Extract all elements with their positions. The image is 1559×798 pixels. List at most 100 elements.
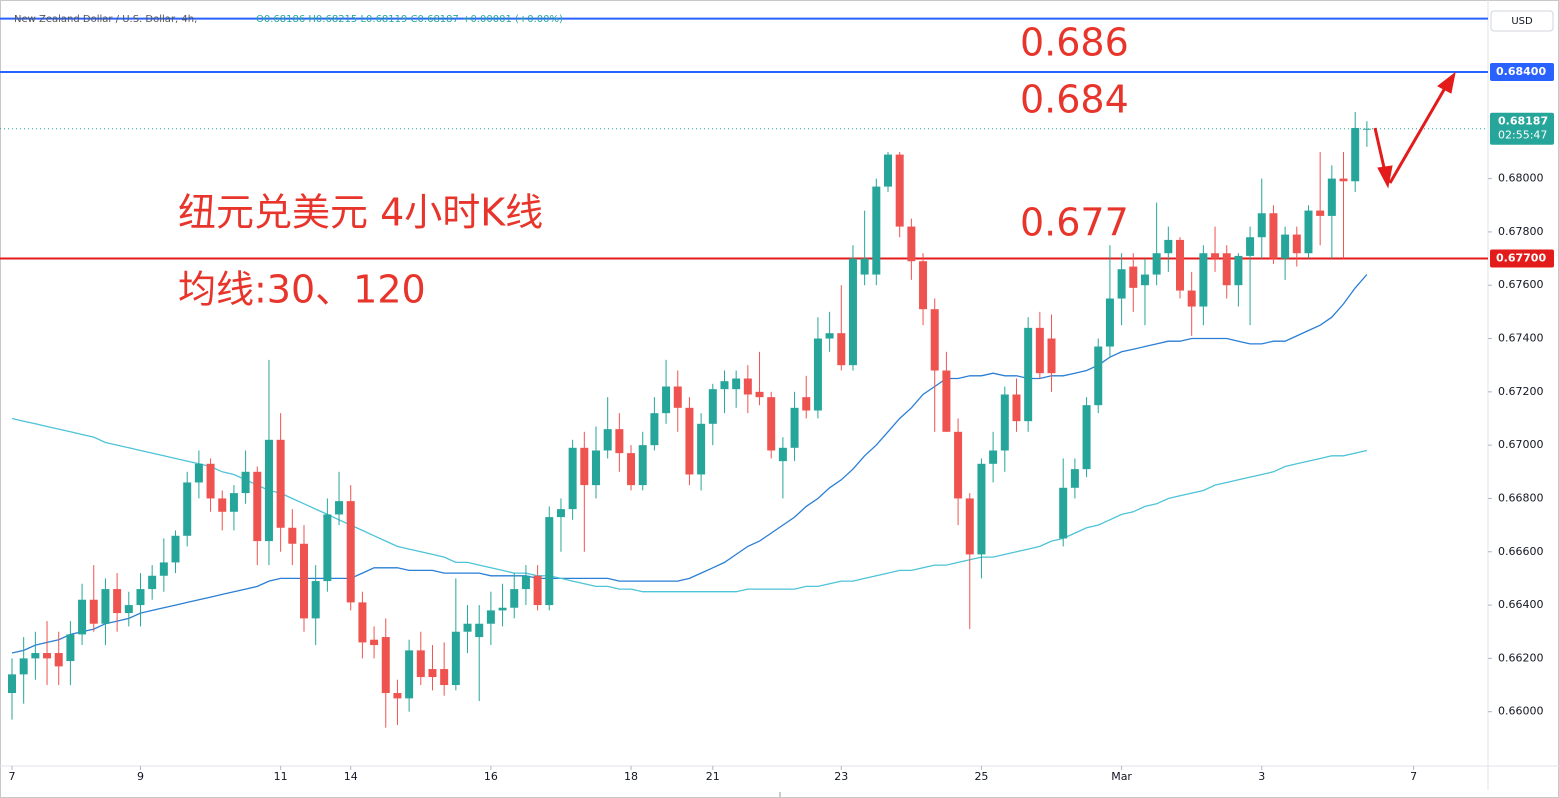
- candle-body: [1304, 210, 1313, 254]
- candle-body: [638, 445, 647, 486]
- candle-body: [183, 482, 192, 536]
- candle-body: [895, 154, 904, 227]
- x-tick-label: 23: [834, 770, 848, 783]
- candle-body: [1140, 274, 1149, 286]
- candle-body: [253, 471, 262, 542]
- candle-body: [954, 431, 963, 499]
- candle-body: [1000, 394, 1009, 451]
- y-tick-label: 0.67200: [1498, 385, 1544, 398]
- candle-body: [1187, 290, 1196, 307]
- x-tick-label: 7: [1410, 770, 1417, 783]
- candle-body: [393, 693, 402, 699]
- candle-body: [89, 599, 98, 624]
- y-tick-label: 0.66600: [1498, 545, 1544, 558]
- plot-area: 0.66000 0.66200 0.66400 0.66600 0.66800 0.670…: [0, 17, 1554, 783]
- candle-body: [884, 154, 892, 187]
- candle-body: [148, 575, 157, 590]
- candle-body: [136, 589, 145, 606]
- candle-body: [1024, 327, 1033, 422]
- candle-body: [498, 607, 507, 611]
- x-tick-label: Mar: [1111, 770, 1132, 783]
- y-tick-label: 0.66800: [1498, 491, 1544, 504]
- candle-body: [592, 450, 600, 486]
- y-tick-label: 0.66200: [1498, 651, 1544, 664]
- candle-body: [264, 439, 273, 542]
- candle-body: [1164, 239, 1173, 254]
- candle-body: [521, 575, 530, 590]
- candle-body: [1117, 269, 1126, 299]
- countdown-timer: 02:55:47: [1498, 129, 1547, 142]
- candle-body: [451, 631, 460, 686]
- candle-body: [802, 397, 811, 411]
- arrows: [1373, 71, 1456, 189]
- x-tick-label: 11: [274, 770, 288, 783]
- candle-body: [778, 447, 787, 462]
- candle-body: [708, 389, 717, 424]
- x-tick-label: 9: [137, 770, 144, 783]
- candle-body: [416, 650, 425, 678]
- candle-body: [1257, 213, 1266, 238]
- candle-body: [1105, 298, 1114, 347]
- x-tick-label: 3: [1258, 770, 1265, 783]
- y-tick-label: 0.67600: [1498, 278, 1544, 291]
- candle-body: [1152, 253, 1161, 275]
- last-price-label: 0.68187: [1498, 115, 1548, 128]
- candle-body: [510, 589, 519, 608]
- candle-body: [1035, 327, 1044, 374]
- annotation-subtitle: 均线:30、120: [178, 268, 426, 312]
- price-tag-label: 0.67700: [1496, 252, 1546, 265]
- candle-body: [615, 429, 624, 454]
- candle-body: [1316, 210, 1325, 216]
- candle-body: [405, 650, 414, 699]
- x-tick-label: 25: [974, 770, 988, 783]
- moving-average-line: [11, 417, 1368, 593]
- candle-body: [965, 498, 974, 555]
- candle-body: [977, 463, 986, 555]
- candle-body: [685, 407, 694, 475]
- candle-body: [1269, 213, 1278, 259]
- candle-body: [300, 543, 308, 619]
- candle-body: [440, 669, 449, 686]
- candle-body: [229, 493, 238, 512]
- candle-body: [475, 623, 484, 638]
- candle-body: [381, 637, 390, 694]
- x-tick-label: 7: [9, 770, 16, 783]
- currency-box[interactable]: [1490, 10, 1554, 32]
- candle-body: [206, 463, 215, 499]
- annotation: 0.677: [1020, 201, 1129, 245]
- candle-body: [66, 634, 75, 662]
- candle-body: [848, 258, 857, 366]
- candle-body: [872, 186, 881, 275]
- candle-body: [755, 391, 764, 398]
- candle-body: [1292, 234, 1301, 254]
- candle-body: [907, 226, 916, 262]
- annotation: 0.684: [1020, 78, 1129, 122]
- candle-body: [743, 378, 752, 395]
- candle-body: [603, 429, 612, 451]
- candle-body: [43, 653, 52, 659]
- candle-body: [31, 653, 40, 659]
- candle-body: [288, 527, 297, 544]
- candle-body: [930, 309, 939, 371]
- candle-body: [1281, 234, 1290, 259]
- candle-body: [650, 413, 659, 446]
- candle-body: [837, 333, 846, 366]
- candle-body: [113, 589, 122, 614]
- annotation: 0.686: [1020, 21, 1129, 65]
- currency-label[interactable]: USD: [1511, 16, 1533, 27]
- price-tag: [1490, 62, 1554, 81]
- candle-body: [813, 338, 822, 411]
- candle-body: [627, 453, 636, 486]
- candle-body: [1047, 338, 1056, 374]
- candle-body: [545, 517, 554, 606]
- arrow: [1388, 87, 1447, 184]
- candle-body: [218, 498, 227, 512]
- candle-body: [1362, 128, 1371, 130]
- candle-body: [486, 610, 495, 624]
- candle-body: [673, 386, 682, 408]
- candle-body: [323, 514, 332, 582]
- arrow: [1373, 127, 1387, 173]
- candle-body: [124, 605, 133, 614]
- candle-body: [919, 261, 928, 310]
- price-tag: [1490, 249, 1554, 268]
